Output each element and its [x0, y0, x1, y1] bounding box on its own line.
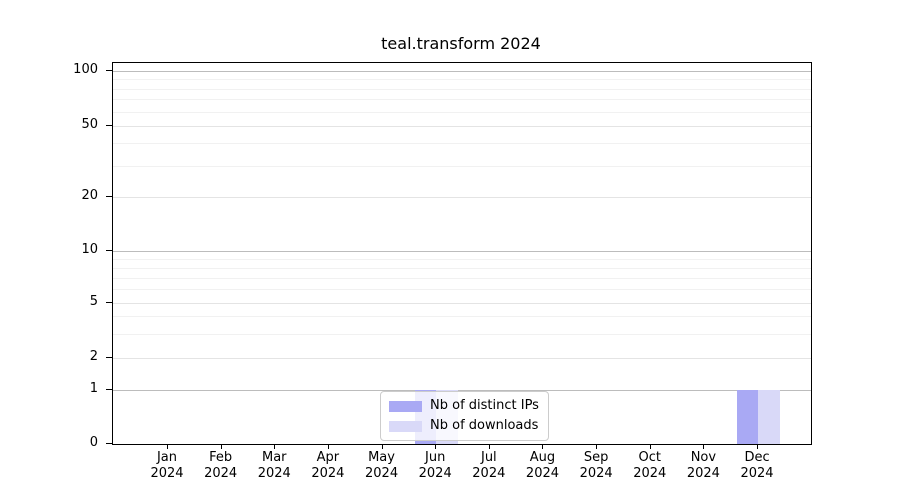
y-gridline-9: [113, 258, 811, 260]
y-gridline-8: [113, 267, 811, 269]
y-tick-label-1: 1: [89, 381, 98, 396]
y-gridline-5: [113, 303, 811, 304]
x-tick-label-feb: Feb 2024: [204, 450, 238, 481]
x-tick-label-jan: Jan 2024: [150, 450, 184, 481]
x-tick-mark: [327, 444, 329, 449]
y-tick-mark: [106, 196, 112, 197]
x-tick-mark: [703, 444, 705, 449]
x-tick-label-jun: Jun 2024: [418, 450, 452, 481]
x-tick-label-jul: Jul 2024: [472, 450, 506, 481]
y-gridline-7: [113, 277, 811, 279]
y-gridline-70: [113, 99, 811, 101]
y-gridline-20: [113, 197, 811, 198]
y-tick-mark: [106, 125, 112, 126]
bar-distinct-ips-dec: [736, 390, 759, 444]
y-tick-mark: [106, 357, 112, 358]
x-tick-label-aug: Aug 2024: [525, 450, 560, 481]
y-tick-mark: [106, 302, 112, 303]
x-tick-mark: [220, 444, 222, 449]
y-gridline-6: [113, 289, 811, 291]
y-tick-mark: [106, 70, 112, 71]
downloads-swatch-icon: [389, 420, 422, 432]
x-tick-label-apr: Apr 2024: [311, 450, 345, 481]
y-tick-mark: [106, 443, 112, 444]
x-tick-mark: [488, 444, 490, 449]
y-tick-label-50: 50: [81, 117, 98, 132]
y-tick-label-20: 20: [81, 188, 98, 203]
y-gridline-10: [113, 251, 811, 252]
y-gridline-50: [113, 126, 811, 127]
y-tick-label-0: 0: [89, 435, 98, 450]
x-tick-label-nov: Nov 2024: [686, 450, 720, 481]
y-gridline-30: [113, 165, 811, 167]
x-tick-mark: [167, 444, 168, 449]
y-gridline-80: [113, 88, 811, 90]
y-gridline-2: [113, 358, 811, 359]
y-tick-label-2: 2: [89, 349, 98, 364]
legend-label-downloads: Nb of downloads: [430, 418, 539, 433]
y-gridline-90: [113, 79, 811, 81]
chart-title: teal.transform 2024: [381, 34, 541, 53]
y-gridline-1: [113, 390, 811, 391]
y-tick-label-10: 10: [81, 242, 98, 257]
y-tick-label-5: 5: [89, 294, 98, 309]
x-tick-mark: [649, 444, 651, 449]
y-tick-label-100: 100: [73, 62, 98, 77]
x-tick-mark: [596, 444, 598, 449]
y-tick-mark: [106, 250, 112, 251]
legend: Nb of distinct IPs Nb of downloads: [380, 391, 549, 441]
y-tick-mark: [106, 389, 112, 390]
x-tick-label-dec: Dec 2024: [740, 450, 774, 481]
x-tick-mark: [542, 444, 544, 449]
y-gridline-40: [113, 143, 811, 145]
distinct-ips-swatch-icon: [389, 400, 422, 412]
x-tick-mark: [435, 444, 437, 449]
legend-label-distinct-ips: Nb of distinct IPs: [430, 398, 539, 413]
bar-downloads-dec: [758, 390, 780, 444]
x-tick-mark: [381, 444, 383, 449]
legend-item-downloads: Nb of downloads: [389, 418, 539, 434]
x-tick-mark: [274, 444, 276, 449]
x-tick-label-sep: Sep 2024: [579, 450, 613, 481]
x-tick-label-oct: Oct 2024: [633, 450, 667, 481]
x-tick-mark: [757, 444, 759, 449]
y-gridline-60: [113, 111, 811, 113]
y-gridline-100: [113, 71, 811, 72]
y-gridline-3: [113, 333, 811, 335]
plot-area: [112, 62, 812, 445]
y-gridline-4: [113, 316, 811, 318]
legend-item-distinct-ips: Nb of distinct IPs: [389, 398, 539, 414]
x-tick-label-mar: Mar 2024: [257, 450, 291, 481]
x-tick-label-may: May 2024: [365, 450, 399, 481]
